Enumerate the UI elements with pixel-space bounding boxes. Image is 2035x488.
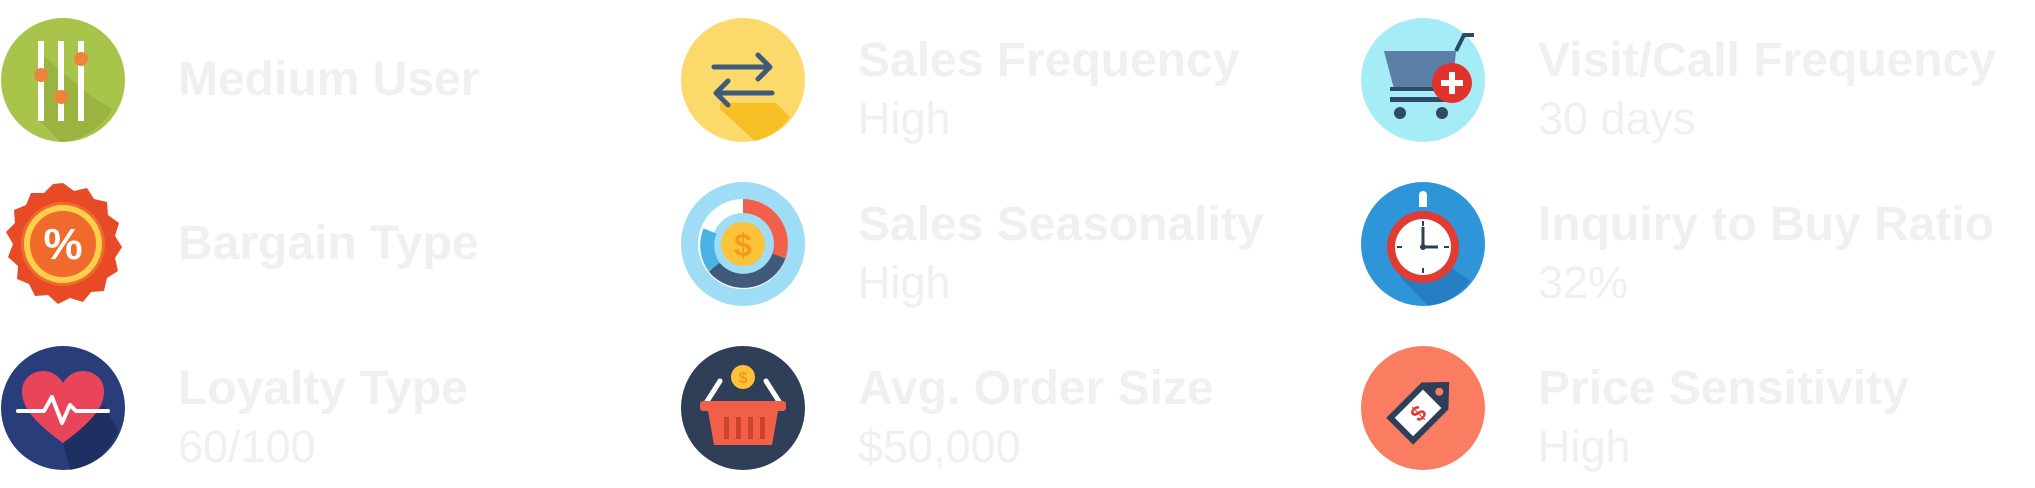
attribute-sales-seasonality: $ Sales Seasonality High bbox=[680, 181, 1340, 311]
sliders-icon bbox=[0, 17, 126, 143]
percent-symbol: % bbox=[43, 220, 82, 269]
attribute-value: High bbox=[1538, 421, 1631, 472]
attribute-label: Bargain Type bbox=[178, 217, 479, 270]
donut-dollar-icon: $ bbox=[680, 181, 806, 307]
shopping-cart-add-icon bbox=[1360, 17, 1486, 143]
attribute-label: Visit/Call Frequency bbox=[1538, 34, 1996, 87]
attribute-medium-user: Medium User bbox=[0, 17, 660, 147]
coin-dollar-symbol: $ bbox=[739, 370, 748, 387]
price-tag-icon: $ bbox=[1360, 345, 1486, 471]
attribute-visit-call-frequency: Visit/Call Frequency 30 days bbox=[1360, 17, 2020, 147]
basket-coin-icon: $ bbox=[680, 345, 806, 471]
attribute-value: $50,000 bbox=[858, 421, 1021, 472]
attribute-label: Inquiry to Buy Ratio bbox=[1538, 198, 1994, 251]
attribute-avg-order-size: $ Avg. Order Size $50,000 bbox=[680, 345, 1340, 475]
attribute-value: High bbox=[858, 257, 951, 308]
attribute-label: Sales Frequency bbox=[858, 34, 1240, 87]
attribute-label: Price Sensitivity bbox=[1538, 362, 1909, 415]
attribute-value: 30 days bbox=[1538, 93, 1696, 144]
percent-badge-icon: % bbox=[0, 181, 126, 307]
repeat-arrows-icon bbox=[680, 17, 806, 143]
attribute-value: 60/100 bbox=[178, 421, 316, 472]
dollar-symbol: $ bbox=[734, 227, 752, 263]
attribute-price-sensitivity: $ Price Sensitivity High bbox=[1360, 345, 2020, 475]
attribute-sales-frequency: Sales Frequency High bbox=[680, 17, 1340, 147]
attribute-label: Sales Seasonality bbox=[858, 198, 1264, 251]
attribute-loyalty-type: Loyalty Type 60/100 bbox=[0, 345, 660, 475]
attribute-value: High bbox=[858, 93, 951, 144]
stopwatch-icon bbox=[1360, 181, 1486, 307]
attribute-inquiry-to-buy-ratio: Inquiry to Buy Ratio 32% bbox=[1360, 181, 2020, 311]
attribute-bargain-type: % Bargain Type bbox=[0, 181, 660, 311]
attribute-label: Avg. Order Size bbox=[858, 362, 1214, 415]
attribute-label: Medium User bbox=[178, 53, 480, 106]
attribute-label: Loyalty Type bbox=[178, 362, 468, 415]
heart-pulse-icon bbox=[0, 345, 126, 471]
attribute-value: 32% bbox=[1538, 257, 1629, 308]
